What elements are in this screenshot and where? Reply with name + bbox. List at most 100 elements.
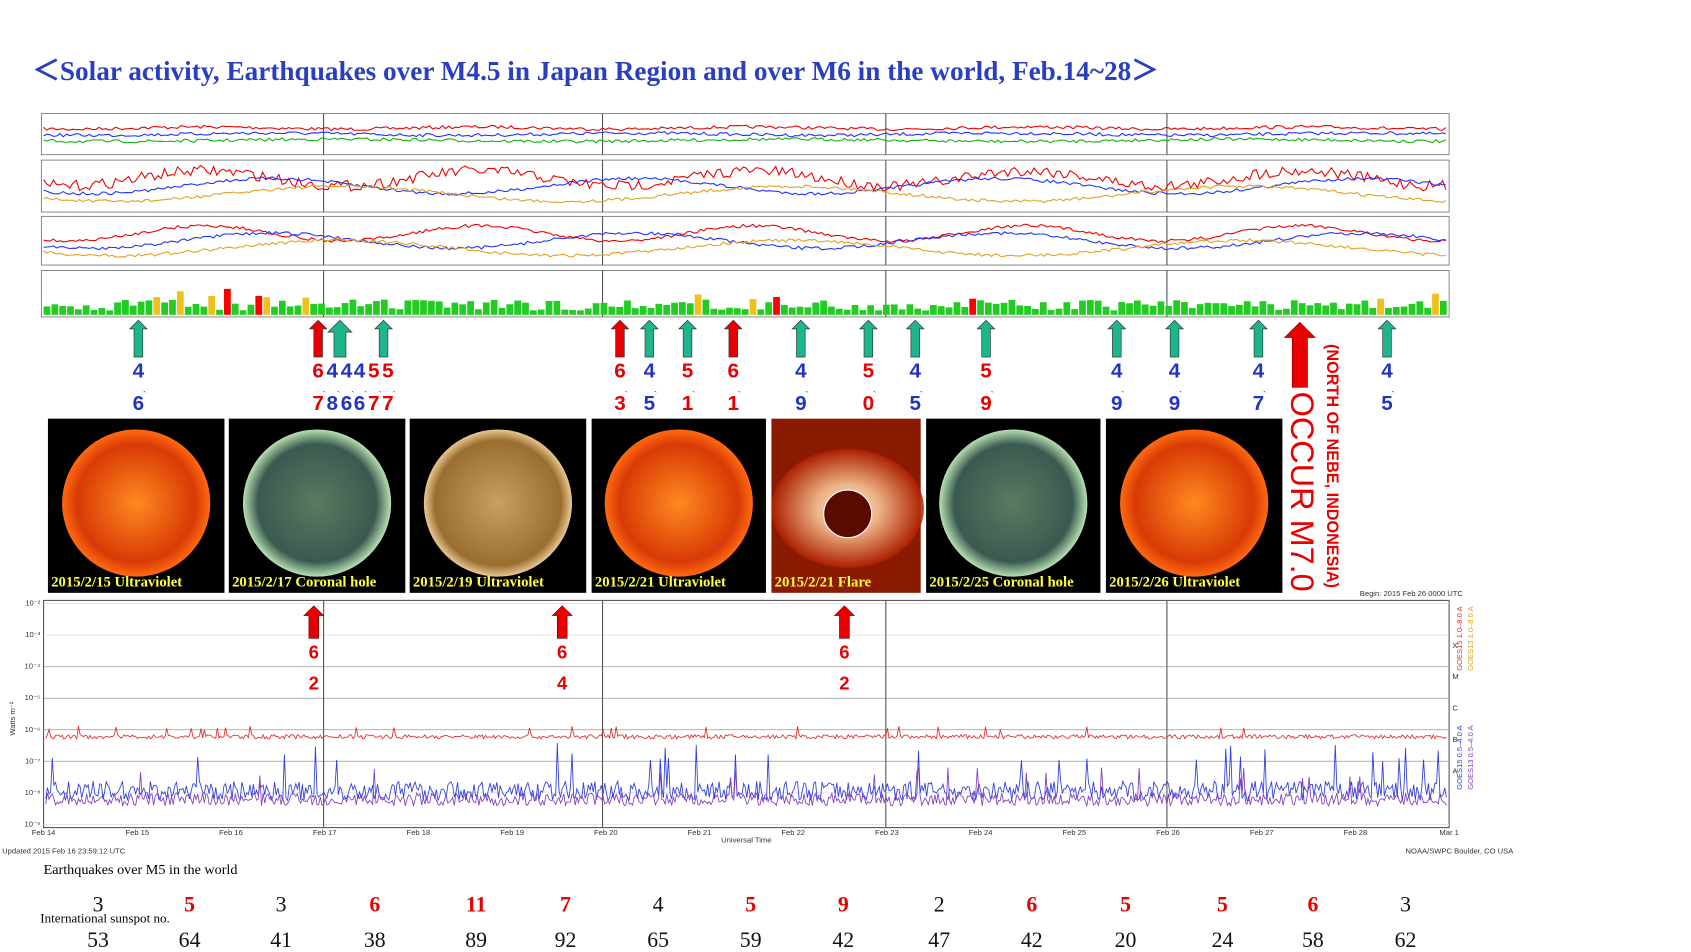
- kp-bar: [639, 305, 647, 315]
- kp-bar: [255, 295, 263, 315]
- kp-bar: [427, 300, 435, 315]
- japan-quakes: 46ˏ67ˏ48ˏ46ˏ46ˏ57ˏ57ˏ63ˏ45ˏ51ˏ61ˏ49ˏ50ˏ4…: [128, 319, 1397, 592]
- kp-bar: [1063, 302, 1071, 315]
- image-caption: 2015/2/26 Ultraviolet: [1109, 574, 1240, 590]
- magnitude-digit: 8: [327, 392, 339, 415]
- credit: NOAA/SWPC Boulder, CO USA: [1406, 846, 1515, 855]
- magnitude-digit: 6: [341, 392, 353, 415]
- kp-bar: [655, 303, 663, 315]
- kp-bar: [1298, 303, 1306, 315]
- quake-count: 11: [466, 893, 487, 917]
- kp-bar: [114, 302, 121, 315]
- kp-bar: [341, 303, 349, 315]
- legend-entry: GOES13 0.5–4.0 A: [1466, 725, 1475, 790]
- kp-bar: [59, 305, 67, 315]
- quake-count: 6: [1307, 893, 1318, 917]
- decimal-mark: ˏ: [1263, 381, 1267, 393]
- magnitude-digit: 9: [795, 392, 807, 415]
- sun-disk: [604, 429, 753, 577]
- kp-bar: [1204, 302, 1212, 315]
- class-label: X: [1452, 641, 1457, 650]
- kp-bar: [835, 308, 843, 315]
- kp-bar: [1228, 306, 1235, 315]
- kp-bar: [506, 304, 514, 315]
- kp-bar: [451, 302, 459, 315]
- kp-bar: [710, 308, 718, 315]
- kp-bar: [679, 302, 686, 315]
- kp-bar: [1094, 300, 1102, 315]
- kp-bar: [1024, 305, 1031, 315]
- decimal-mark: ˏ: [873, 381, 877, 393]
- arrow: [1107, 319, 1127, 358]
- kp-bar: [1392, 307, 1400, 315]
- x-tick-label: Feb 25: [1062, 828, 1086, 837]
- arrow: [976, 319, 996, 358]
- kp-bar: [1408, 303, 1416, 315]
- x-tick-label: Feb 21: [688, 828, 712, 837]
- xray-panel: 10⁻² 10⁻³ 10⁻⁴ 10⁻⁵ 10⁻⁶ 10⁻⁷ 10⁻⁸ 10⁻⁹ X M C B A Beg…: [2, 589, 1514, 855]
- magnitude-digit: 9: [1169, 392, 1181, 415]
- kp-bar: [1141, 304, 1149, 315]
- kp-bar: [529, 310, 537, 315]
- kp-bar: [608, 306, 616, 315]
- kp-bar: [741, 309, 749, 315]
- x-tick-label: Feb 20: [594, 828, 618, 837]
- kp-bar: [90, 309, 98, 315]
- legend-entry: GOES13 1.0–8.0 A: [1466, 606, 1475, 671]
- trace: [43, 130, 1447, 138]
- kp-bar: [1361, 300, 1369, 315]
- sun-disk: [242, 429, 392, 577]
- kp-bar: [271, 306, 278, 315]
- kp-bar: [671, 302, 678, 315]
- x-tick-label: Feb 23: [875, 828, 899, 837]
- kp-bar: [169, 299, 176, 315]
- decimal-mark: ˏ: [364, 381, 368, 393]
- trace: [43, 164, 1447, 192]
- kp-bar: [702, 299, 710, 315]
- legend-entry: GOES15 1.0–8.0 A: [1455, 606, 1464, 671]
- sunspot-number: 41: [270, 928, 292, 952]
- kp-bar: [333, 307, 341, 315]
- sunspot-number: 47: [928, 928, 950, 952]
- kp-bar: [122, 300, 129, 315]
- kp-bar: [302, 297, 310, 315]
- magnitude-digit: 4: [557, 673, 568, 694]
- kp-bar: [239, 310, 247, 315]
- x-tick-label: Feb 16: [219, 828, 243, 837]
- kp-bar: [1251, 306, 1259, 315]
- magnitude-digit: 7: [312, 392, 324, 415]
- kp-bar: [867, 305, 875, 315]
- kp-bar: [1196, 304, 1204, 315]
- kp-bar: [310, 303, 318, 315]
- arrow: [374, 319, 394, 358]
- kp-bar: [1259, 301, 1267, 315]
- class-label: B: [1452, 735, 1457, 744]
- kp-bar: [294, 305, 302, 315]
- magnitude-digit: 6: [614, 360, 626, 383]
- trace: [43, 176, 1446, 196]
- y-tick-label: 10⁻³: [25, 630, 40, 639]
- sunspot-number: 38: [364, 928, 386, 952]
- kp-bar: [1283, 308, 1290, 315]
- kp-bar: [1377, 298, 1384, 315]
- kp-bar: [1110, 310, 1118, 315]
- kp-bar: [788, 307, 796, 315]
- kp-bar: [937, 306, 945, 315]
- kp-bar: [1165, 305, 1173, 315]
- quake-count: 2: [934, 893, 945, 917]
- kp-bar: [1032, 308, 1039, 315]
- kp-bar: [1157, 301, 1165, 315]
- arrow: [905, 319, 925, 358]
- image-caption: 2015/2/25 Coronal hole: [929, 574, 1074, 590]
- xray-frame: [43, 599, 1450, 829]
- kp-bar: [796, 306, 804, 315]
- kp-bar: [694, 294, 702, 315]
- magnitude-digit: 7: [382, 392, 394, 415]
- summary: Earthquakes over M5 in the world Internat…: [40, 862, 1416, 952]
- y-tick-label: 10⁻⁷: [25, 756, 40, 765]
- decimal-mark: ˏ: [920, 381, 924, 393]
- kp-bar: [1134, 300, 1141, 315]
- kp-bar: [1086, 300, 1094, 315]
- kp-bar: [843, 309, 851, 315]
- kp-bar: [1400, 306, 1408, 315]
